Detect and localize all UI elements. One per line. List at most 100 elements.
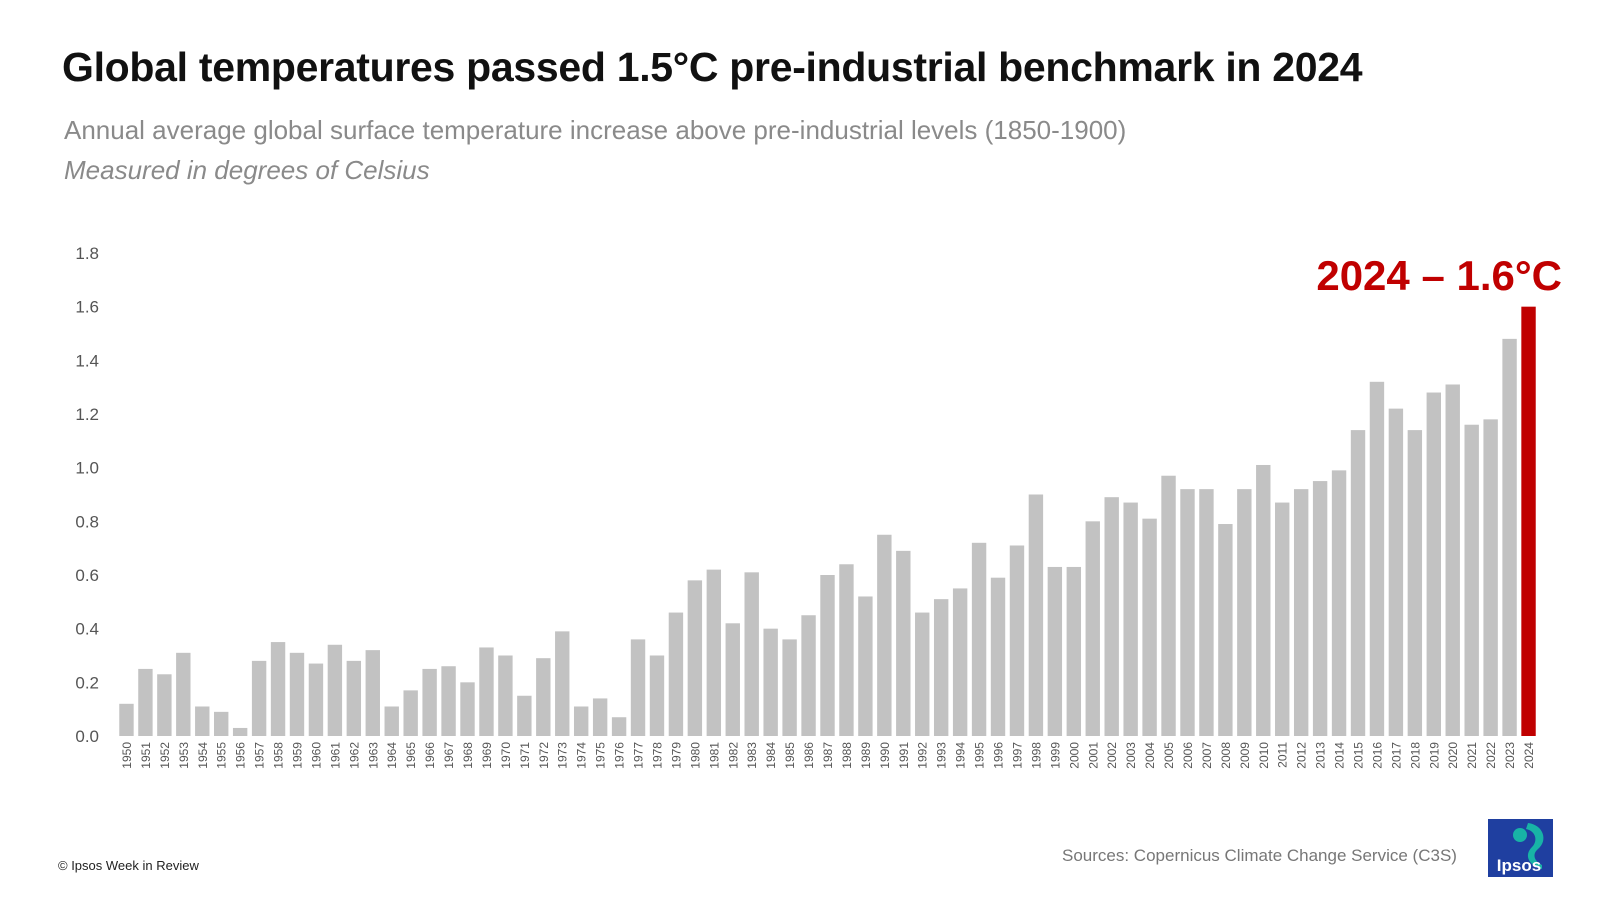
y-tick-label: 1.8: [75, 244, 99, 263]
x-tick-label: 1978: [650, 742, 664, 769]
x-tick-label: 1974: [575, 742, 589, 769]
x-tick-label: 1997: [1010, 742, 1024, 769]
bar: [270, 642, 286, 736]
bar: [744, 572, 759, 736]
bar: [1085, 521, 1100, 736]
logo-dot: [1513, 828, 1527, 842]
bar: [1256, 464, 1271, 736]
x-tick-label: 1992: [916, 742, 930, 769]
bar: [630, 639, 646, 736]
y-tick-label: 0.8: [75, 512, 99, 531]
y-tick-label: 1.0: [75, 459, 99, 478]
bar: [971, 542, 987, 736]
x-tick-label: 2001: [1086, 742, 1100, 769]
bar: [460, 682, 475, 736]
bar: [592, 698, 608, 736]
bar: [763, 628, 778, 736]
bar: [1237, 489, 1252, 736]
bar: [1464, 424, 1479, 736]
bar: [138, 668, 153, 736]
x-tick-label: 1958: [272, 742, 286, 769]
bar: [1009, 545, 1025, 736]
bar: [1218, 524, 1233, 736]
x-tick-label: 2020: [1446, 742, 1460, 769]
x-tick-label: 1972: [537, 742, 551, 769]
x-tick-label: 1973: [556, 742, 570, 769]
x-tick-label: 1964: [385, 742, 399, 769]
x-tick-label: 1969: [480, 742, 494, 769]
bar: [1445, 384, 1460, 736]
bar: [365, 650, 380, 736]
units-note: Measured in degrees of Celsius: [64, 155, 430, 185]
bar: [915, 612, 930, 736]
bar: [1199, 489, 1214, 736]
x-tick-label: 2014: [1333, 742, 1347, 769]
x-tick-label: 1975: [594, 742, 608, 769]
x-tick-label: 1950: [120, 742, 134, 769]
bar: [1426, 392, 1441, 736]
x-tick-label: 1955: [215, 742, 229, 769]
bar: [1161, 475, 1176, 736]
bar: [820, 575, 835, 736]
x-tick-label: 1981: [707, 742, 721, 769]
bar: [668, 612, 684, 736]
bar: [536, 658, 551, 736]
y-tick-label: 0.4: [75, 620, 99, 639]
bar: [384, 706, 399, 736]
x-tick-label: 2006: [1181, 742, 1195, 769]
bar: [706, 569, 722, 736]
x-tick-label: 2015: [1352, 742, 1366, 769]
x-tick-label: 1994: [954, 742, 968, 769]
x-tick-label: 1967: [442, 742, 456, 769]
x-tick-label: 1960: [309, 742, 323, 769]
bar: [858, 596, 873, 736]
x-tick-label: 1998: [1029, 742, 1043, 769]
bar: [1123, 502, 1138, 736]
y-tick-label: 1.2: [75, 405, 99, 424]
bar: [1483, 419, 1498, 736]
x-tick-label: 2003: [1124, 742, 1138, 769]
logo-wordmark: Ipsos: [1497, 856, 1541, 875]
x-tick-label: 1983: [745, 742, 759, 769]
x-tick-label: 1976: [613, 742, 627, 769]
bar: [649, 655, 665, 736]
bar: [1350, 430, 1366, 736]
bar: [555, 631, 570, 736]
bar: [1180, 489, 1195, 736]
bar: [157, 674, 172, 736]
bar: [214, 711, 229, 736]
bar-highlight-2024: [1521, 306, 1536, 736]
x-tick-label: 2010: [1257, 742, 1271, 769]
highlight-annotation: 2024 – 1.6°C: [1316, 252, 1562, 299]
bar: [573, 706, 589, 736]
bar: [1104, 497, 1119, 736]
x-tick-label: 2021: [1465, 742, 1479, 769]
y-tick-label: 0.0: [75, 727, 99, 746]
bar: [782, 639, 797, 736]
x-tick-label: 1986: [802, 742, 816, 769]
x-tick-label: 2017: [1389, 742, 1403, 769]
bar: [1407, 430, 1423, 736]
x-tick-label: 2007: [1200, 742, 1214, 769]
bar: [251, 660, 267, 736]
x-tick-label: 1959: [290, 742, 304, 769]
bar: [801, 615, 816, 736]
x-tick-label: 1988: [840, 742, 854, 769]
x-tick-label: 1968: [461, 742, 475, 769]
x-tick-label: 1953: [177, 742, 191, 769]
x-tick-label: 1993: [935, 742, 949, 769]
bar: [1293, 489, 1309, 736]
bar: [1502, 338, 1517, 736]
chart-subtitle: Annual average global surface temperatur…: [64, 115, 1127, 145]
x-tick-label: 2004: [1143, 742, 1157, 769]
x-tick-label: 2024: [1522, 742, 1536, 769]
x-tick-label: 2023: [1503, 742, 1517, 769]
x-tick-label: 1954: [196, 742, 210, 769]
bar: [119, 703, 134, 736]
x-tick-label: 1957: [253, 742, 267, 769]
x-tick-label: 2009: [1238, 742, 1252, 769]
x-tick-label: 2002: [1105, 742, 1119, 769]
x-tick-label: 1995: [973, 742, 987, 769]
bar: [176, 652, 191, 736]
